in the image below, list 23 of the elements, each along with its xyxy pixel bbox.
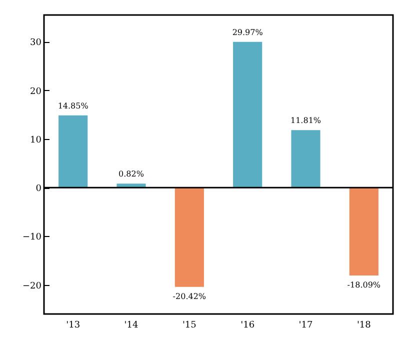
bar bbox=[233, 42, 262, 188]
bar bbox=[349, 188, 378, 276]
data-label: 0.82% bbox=[118, 170, 144, 179]
x-tick-label: '13 bbox=[66, 320, 80, 330]
y-tick-label: 20 bbox=[30, 86, 42, 97]
y-tick-label: 10 bbox=[30, 135, 42, 146]
data-label: -20.42% bbox=[172, 292, 206, 301]
bar bbox=[58, 115, 88, 188]
x-tick-label: '18 bbox=[356, 320, 372, 330]
data-label: 29.97% bbox=[232, 28, 264, 37]
x-tick-label: '14 bbox=[124, 320, 138, 330]
y-tick-label: −20 bbox=[22, 281, 42, 292]
x-tick-label: '15 bbox=[182, 320, 197, 330]
x-tick-label: '17 bbox=[298, 320, 313, 330]
y-tick-label: 0 bbox=[36, 184, 42, 194]
data-label: 11.81% bbox=[290, 116, 322, 126]
bar bbox=[291, 130, 320, 188]
x-tick-label: '16 bbox=[240, 320, 255, 330]
bar bbox=[174, 188, 204, 287]
y-tick-label: −10 bbox=[22, 232, 42, 243]
data-label: 14.85% bbox=[58, 101, 89, 110]
data-label: -18.09% bbox=[347, 280, 381, 290]
y-tick-label: 30 bbox=[30, 38, 42, 48]
